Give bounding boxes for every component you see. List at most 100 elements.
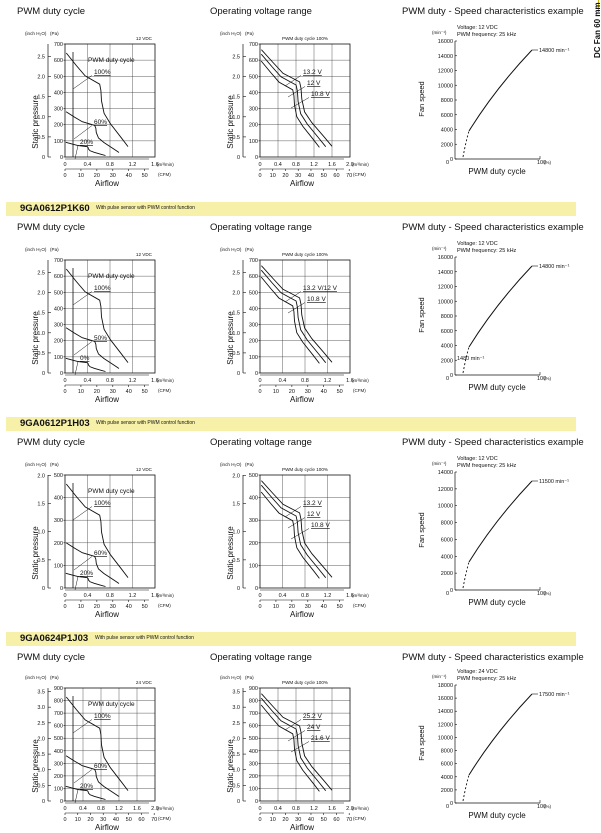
duty-percent-label: 100%	[94, 500, 111, 507]
y-axis-label: Fan speed	[417, 81, 426, 116]
pa-tick-label: 300	[54, 107, 63, 113]
voltage-info: Voltage: 12 VDC	[457, 241, 498, 247]
label-leader	[284, 506, 302, 518]
voltage-range-chart: 70060050040030020010002.52.01.51.00.50(i…	[220, 31, 369, 188]
x-unit-label: (%)	[544, 804, 551, 809]
speed-characteristics-title: PWM duty - Speed characteristics example	[402, 6, 584, 17]
label-leader	[72, 506, 93, 521]
cfm-tick-label: 20	[94, 173, 100, 179]
cfm-tick-label: 50	[142, 604, 148, 610]
pa-tick-label: 600	[54, 58, 63, 64]
inch-tick-label: 0.5	[232, 558, 240, 564]
voltage-range-chart: 70060050040030020010002.52.01.51.00.50(i…	[220, 247, 369, 404]
inch-tick-label: 0	[42, 586, 45, 592]
m3-tick-label: 0	[63, 162, 66, 168]
voltage-label: 10.8 V	[311, 91, 330, 98]
inch-tick-label: 1.0	[232, 530, 240, 536]
m3-tick-label: 0.4	[79, 806, 87, 812]
speed-curve-dashed	[462, 774, 470, 802]
cfm-tick-label: 40	[308, 173, 314, 179]
m3-tick-label: 1.2	[129, 162, 137, 168]
pa-tick-label: 100	[249, 563, 258, 569]
inch-tick-label: 0.5	[37, 351, 45, 357]
inch-tick-label: 2.0	[232, 736, 240, 742]
speed-tick-label: 0	[450, 801, 453, 807]
cfm-tick-label: 30	[295, 173, 301, 179]
label-leader	[284, 719, 302, 731]
plot-frame	[259, 474, 351, 589]
duty-cycle-chart: 90080070060050040030020010003.53.02.52.0…	[25, 675, 174, 832]
x-axis-label: PWM duty cycle	[468, 811, 526, 820]
speed-curve-dashed	[462, 346, 470, 374]
cfm-tick-label: 20	[282, 173, 288, 179]
inch-unit-label: (inch H₂O)	[220, 462, 242, 467]
duty-percent-label: 60%	[94, 550, 107, 557]
pa-tick-label: 800	[249, 699, 258, 705]
inch-tick-label: 0.5	[232, 351, 240, 357]
voltage-range-title: Operating voltage range	[210, 652, 312, 663]
pa-tick-label: 300	[54, 761, 63, 767]
pa-tick-label: 700	[249, 258, 258, 264]
speed-tick-label: 6000	[441, 329, 453, 335]
x-unit-label: (%)	[544, 376, 551, 381]
y-axis-label: Fan speed	[417, 512, 426, 547]
duty-percent-label: 50%	[94, 335, 107, 342]
m3-tick-label: 0	[258, 593, 261, 599]
model-description: With pulse sensor with PWM control funct…	[95, 635, 194, 641]
cfm-tick-label: 50	[142, 389, 148, 395]
pa-tick-label: 0	[255, 371, 258, 377]
label-leader	[74, 576, 79, 591]
cfm-tick-label: 20	[282, 817, 288, 823]
plot-frame	[64, 43, 156, 158]
duty-cycle-label: PWM duty cycle	[88, 273, 135, 280]
pq-curve	[260, 697, 327, 791]
duty-percent-label: 20%	[80, 570, 93, 577]
plot-frame	[64, 259, 156, 374]
speed-tick-label: 0	[450, 157, 453, 163]
cfm-tick-label: 20	[87, 817, 93, 823]
inch-tick-label: 2.0	[37, 291, 45, 297]
pa-tick-label: 200	[54, 339, 63, 345]
cfm-tick-label: 0	[258, 604, 261, 610]
m3-tick-label: 0	[63, 378, 66, 384]
m3-tick-label: 0.8	[106, 378, 114, 384]
cfm-tick-label: 10	[75, 817, 81, 823]
speed-tick-label: 10000	[438, 299, 453, 305]
min-speed-label: 1480 min⁻¹	[457, 356, 485, 362]
pa-tick-label: 400	[249, 496, 258, 502]
pq-curve	[65, 52, 129, 147]
pq-curve	[65, 696, 129, 791]
pa-unit-label: (Pa)	[50, 247, 59, 252]
pa-tick-label: 300	[54, 323, 63, 329]
cfm-tick-label: 40	[308, 817, 314, 823]
label-leader	[74, 361, 79, 376]
inch-tick-label: 3.5	[37, 690, 45, 696]
speed-unit-label: (min⁻¹)	[432, 461, 447, 466]
inch-tick-label: 1.0	[37, 115, 45, 121]
pa-tick-label: 100	[249, 786, 258, 792]
x-axis-label: Airflow	[290, 823, 314, 832]
cfm-tick-label: 70	[151, 817, 157, 823]
m3-tick-label: 0	[258, 806, 261, 812]
y-axis-label: Fan speed	[417, 725, 426, 760]
speed-tick-label: 14000	[438, 270, 453, 276]
speed-tick-label: 0	[450, 373, 453, 379]
cfm-tick-label: 0	[258, 389, 261, 395]
pq-curve	[260, 491, 320, 579]
speed-characteristics-title: PWM duty - Speed characteristics example	[402, 437, 584, 448]
cfm-unit-label: (CFM)	[353, 816, 366, 821]
label-leader	[287, 302, 306, 314]
rated-voltage-label: 24 VDC	[136, 680, 153, 685]
y-axis-label: Static pressure	[226, 526, 235, 580]
y-axis-label: Static pressure	[31, 95, 40, 149]
inch-tick-label: 0.5	[232, 135, 240, 141]
speed-tick-label: 8000	[441, 314, 453, 320]
inch-unit-label: (inch H₂O)	[25, 462, 47, 467]
inch-unit-label: (inch H₂O)	[25, 247, 47, 252]
m3-tick-label: 1.2	[324, 593, 332, 599]
pa-tick-label: 500	[249, 473, 258, 479]
pa-tick-label: 100	[54, 563, 63, 569]
inch-tick-label: 0	[42, 155, 45, 161]
pa-tick-label: 100	[54, 786, 63, 792]
duty-cycle-label: PWM duty cycle	[88, 701, 135, 708]
